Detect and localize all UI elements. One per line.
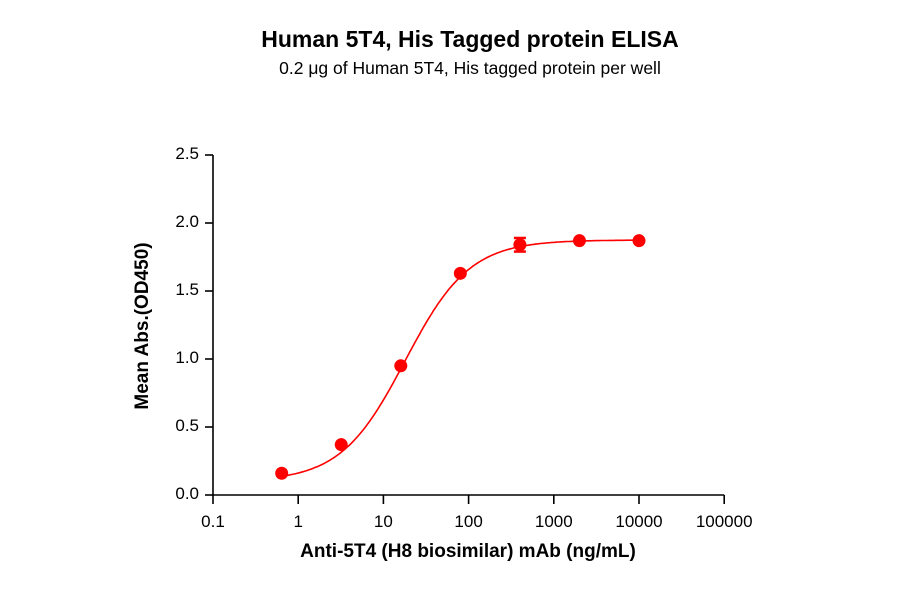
x-tick-label: 100000 <box>695 512 753 531</box>
x-tick-label: 1000 <box>534 512 573 531</box>
y-tick-label: 0.5 <box>175 416 199 435</box>
y-axis-label: Mean Abs.(OD450) <box>132 242 153 410</box>
y-tick-label: 0.0 <box>175 484 199 503</box>
x-tick-label: 10000 <box>615 512 663 531</box>
y-tick-label: 1.0 <box>175 348 199 367</box>
x-axis-label: Anti-5T4 (H8 biosimilar) mAb (ng/mL) <box>300 541 636 562</box>
data-point <box>513 238 527 252</box>
data-point <box>572 234 586 248</box>
data-point <box>632 234 646 248</box>
y-tick-label: 2.5 <box>175 144 199 163</box>
y-tick-label: 2.0 <box>175 212 199 231</box>
chart-title: Human 5T4, His Tagged protein ELISA <box>261 26 679 52</box>
x-tick-label: 10 <box>373 512 393 531</box>
data-point <box>275 466 289 480</box>
data-point <box>394 359 408 373</box>
x-tick-label: 100 <box>454 512 483 531</box>
data-point <box>453 266 467 280</box>
chart-subtitle: 0.2 μg of Human 5T4, His tagged protein … <box>279 58 661 78</box>
x-tick-label: 0.1 <box>201 512 225 531</box>
data-point <box>334 438 348 452</box>
y-tick-label: 1.5 <box>175 280 199 299</box>
x-tick-label: 1 <box>293 512 303 531</box>
